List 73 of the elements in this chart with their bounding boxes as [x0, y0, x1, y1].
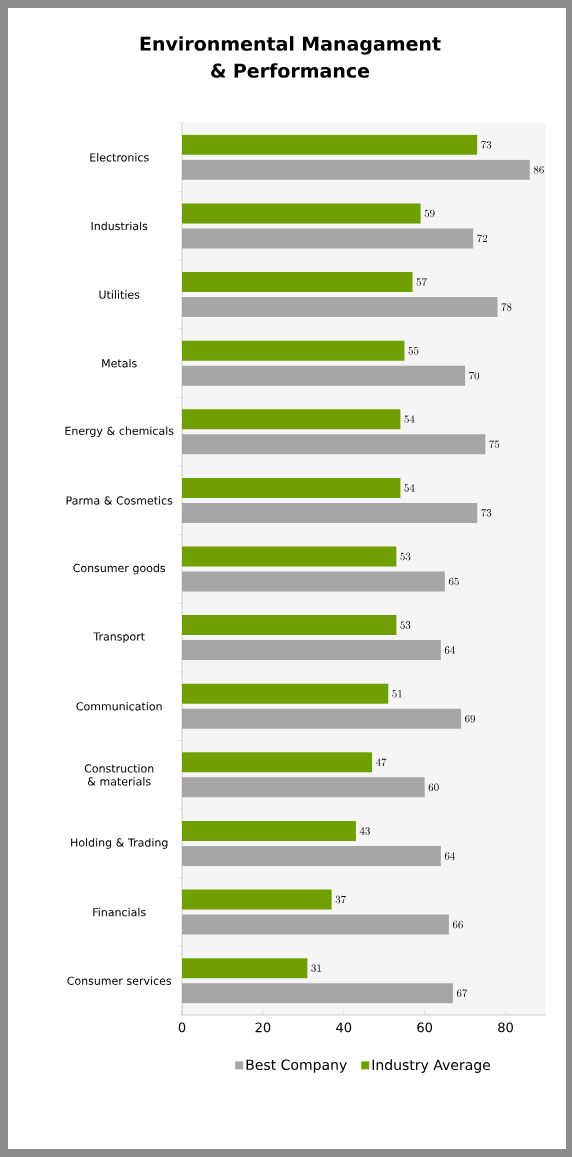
y-tick-label: Utilities [99, 290, 140, 299]
y-tick-label: Industrials [91, 221, 148, 231]
chart-title: Environmental Managament & Performance [140, 36, 441, 78]
y-tick-label: Electronics [90, 153, 149, 162]
data-label: 86 [533, 166, 544, 174]
bar [182, 983, 453, 1004]
legend-label: Industry Average [372, 1059, 491, 1073]
data-label: 53 [400, 621, 411, 629]
data-label: 51 [392, 689, 402, 698]
data-label: 72 [477, 234, 488, 243]
data-label: 37 [335, 895, 346, 904]
data-label: 60 [428, 783, 439, 792]
bar [182, 228, 474, 249]
data-label: 75 [489, 440, 500, 449]
bar [182, 889, 332, 910]
y-tick-label: Financials [93, 907, 146, 917]
y-tick-label: Consumer services [67, 976, 172, 985]
data-label: 73 [481, 140, 492, 149]
data-label: 65 [448, 577, 459, 586]
bar [182, 777, 425, 798]
bar [182, 502, 478, 523]
data-label: 47 [375, 758, 387, 767]
bar [182, 297, 498, 318]
data-label: 59 [424, 209, 435, 218]
bar [182, 752, 373, 773]
x-tick-label: 40 [336, 1022, 352, 1033]
y-tick-label: Energy & chemicals [65, 426, 174, 438]
x-tick-label: 60 [417, 1022, 433, 1033]
x-tick-label: 80 [498, 1022, 513, 1033]
y-tick-label: Transport [93, 632, 145, 643]
bar [182, 958, 308, 979]
y-tick-label: Communication [76, 701, 162, 711]
data-label: 57 [416, 278, 427, 286]
bar [182, 134, 478, 155]
data-label: 54 [404, 415, 415, 424]
y-tick-label: Parma & Cosmetics [66, 496, 173, 505]
x-tick-label: 20 [255, 1022, 271, 1033]
bar [182, 615, 397, 636]
bar [182, 159, 530, 180]
data-label: 55 [408, 346, 419, 355]
bar [182, 434, 486, 455]
data-label: 69 [465, 714, 476, 723]
data-label: 73 [481, 509, 492, 517]
bar [182, 820, 356, 841]
data-label: 66 [452, 920, 463, 929]
y-tick-label: Metals [102, 358, 137, 368]
x-tick-label: 0 [178, 1022, 186, 1033]
bar [182, 365, 466, 386]
bar [182, 546, 397, 567]
bar [182, 708, 462, 729]
bar [182, 683, 389, 704]
bar [182, 640, 441, 661]
bar [182, 477, 401, 498]
bar [182, 272, 413, 293]
data-label: 54 [404, 483, 415, 492]
y-tick-label: Consumer goods [73, 563, 166, 575]
bar [182, 914, 449, 935]
data-label: 78 [501, 303, 512, 311]
data-label: 67 [456, 989, 468, 997]
data-label: 53 [400, 552, 411, 561]
data-label: 64 [444, 646, 455, 654]
data-label: 43 [359, 827, 370, 835]
bar [182, 340, 405, 361]
bar [182, 845, 441, 866]
data-label: 31 [311, 964, 321, 972]
data-label: 64 [444, 852, 455, 860]
bar [182, 571, 445, 592]
data-label: 70 [469, 371, 480, 380]
y-tick-label: Holding & Trading [71, 838, 168, 849]
bar [182, 409, 401, 430]
bar [182, 203, 421, 224]
y-tick-label: Construction & materials [84, 764, 154, 786]
legend-label: Best Company [246, 1059, 347, 1073]
